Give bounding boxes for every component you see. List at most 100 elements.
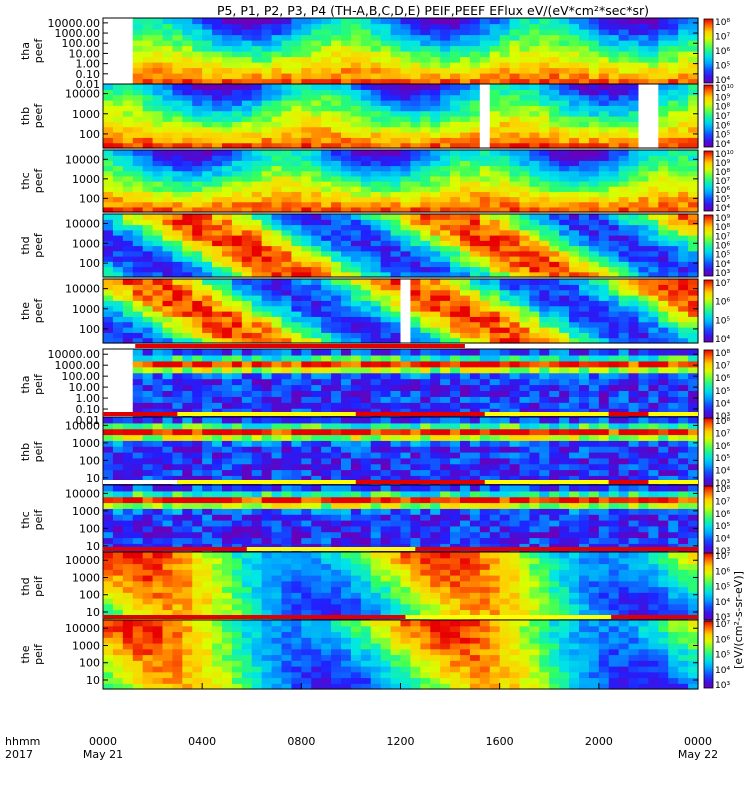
heatmap-cell <box>479 34 491 41</box>
heatmap-cell <box>489 84 501 90</box>
heatmap-cell <box>529 300 540 307</box>
heatmap-cell <box>638 378 650 386</box>
heatmap-cell <box>499 150 511 156</box>
heatmap-cell <box>380 271 392 278</box>
heatmap-cell <box>450 378 461 386</box>
heatmap-cell <box>350 165 362 172</box>
heatmap-cell <box>311 295 322 301</box>
heatmap-cell <box>311 446 322 453</box>
heatmap-cell <box>182 196 193 203</box>
heatmap-cell <box>440 266 451 273</box>
heatmap-cell <box>360 56 372 63</box>
heatmap-cell <box>241 289 253 296</box>
heatmap-cell <box>479 440 491 447</box>
heatmap-cell <box>460 18 471 25</box>
heatmap-cell <box>222 165 233 172</box>
heatmap-cell <box>152 295 164 301</box>
heatmap-cell <box>271 137 283 144</box>
heatmap-cell <box>549 67 560 74</box>
heatmap-cell <box>370 349 382 356</box>
heatmap-cell <box>469 45 481 52</box>
heatmap-cell <box>430 311 441 317</box>
heatmap-cell <box>231 29 243 36</box>
heatmap-cell <box>628 78 640 85</box>
heatmap-cell <box>331 271 342 278</box>
heatmap-cell <box>162 266 174 273</box>
heatmap-cell <box>261 45 273 52</box>
heatmap-cell <box>341 300 352 307</box>
heatmap-cell <box>341 45 352 52</box>
heatmap-cell <box>132 256 144 262</box>
heatmap-cell <box>479 289 491 296</box>
heatmap-cell <box>311 78 322 85</box>
heatmap-cell <box>172 201 183 208</box>
heatmap-cell <box>579 142 590 149</box>
heatmap-cell <box>628 354 640 362</box>
ytick-label: 10000.00 <box>48 348 101 361</box>
heatmap-cell <box>291 45 302 52</box>
heatmap-cell <box>688 235 699 241</box>
heatmap-cell <box>618 23 630 30</box>
heatmap-cell <box>360 316 372 323</box>
heatmap-cell <box>678 100 689 106</box>
heatmap-cell <box>261 337 273 344</box>
heatmap-cell <box>440 62 451 69</box>
heatmap-cell <box>678 337 689 344</box>
heatmap-cell <box>172 390 183 397</box>
heatmap-cell <box>569 126 580 133</box>
heatmap-cell <box>499 67 511 74</box>
heatmap-cell <box>281 402 293 409</box>
heatmap-cell <box>112 137 124 144</box>
heatmap-cell <box>499 366 511 374</box>
heatmap-cell <box>380 366 392 374</box>
heatmap-cell <box>331 452 342 459</box>
heatmap-cell <box>231 481 243 488</box>
heatmap-cell <box>341 40 352 47</box>
heatmap-cell <box>539 321 550 328</box>
heatmap-cell <box>152 150 164 156</box>
heatmap-cell <box>440 457 451 465</box>
heatmap-cell <box>688 155 699 161</box>
heatmap-cell <box>489 160 501 167</box>
heatmap-cell <box>529 78 540 85</box>
heatmap-cell <box>529 245 540 252</box>
colorbar <box>703 279 714 343</box>
heatmap-cell <box>271 295 283 301</box>
heatmap-cell <box>192 206 203 213</box>
heatmap-cell <box>460 181 471 187</box>
heatmap-cell <box>688 289 699 296</box>
heatmap-cell <box>103 240 114 247</box>
heatmap-cell <box>370 440 382 447</box>
heatmap-cell <box>658 116 669 122</box>
heatmap-cell <box>608 121 620 128</box>
heatmap-cell <box>688 84 699 90</box>
heatmap-cell <box>271 284 283 291</box>
heatmap-cell <box>509 332 521 339</box>
heatmap-cell <box>529 469 540 476</box>
heatmap-cell <box>370 89 382 96</box>
heatmap-cell <box>222 67 233 74</box>
heatmap-cell <box>212 402 223 409</box>
heatmap-cell <box>182 360 193 368</box>
heatmap-cell <box>539 73 550 80</box>
heatmap-cell <box>251 224 263 231</box>
heatmap-cell <box>588 160 600 167</box>
heatmap-cell <box>440 271 451 278</box>
heatmap-cell <box>192 89 203 96</box>
heatmap-cell <box>430 408 441 415</box>
heatmap-cell <box>460 45 471 52</box>
heatmap-cell <box>281 284 293 291</box>
heatmap-cell <box>499 452 511 459</box>
heatmap-cell <box>212 452 223 459</box>
heatmap-cell <box>588 137 600 144</box>
heatmap-cell <box>380 305 392 312</box>
heatmap-cell <box>420 181 431 187</box>
heatmap-cell <box>678 137 689 144</box>
heatmap-cell <box>311 402 322 409</box>
heatmap-cell <box>341 186 352 192</box>
heatmap-cell <box>549 219 560 226</box>
heatmap-cell <box>380 142 392 149</box>
heatmap-cell <box>350 469 362 476</box>
heatmap-cell <box>489 196 501 203</box>
heatmap-cell <box>499 417 511 424</box>
